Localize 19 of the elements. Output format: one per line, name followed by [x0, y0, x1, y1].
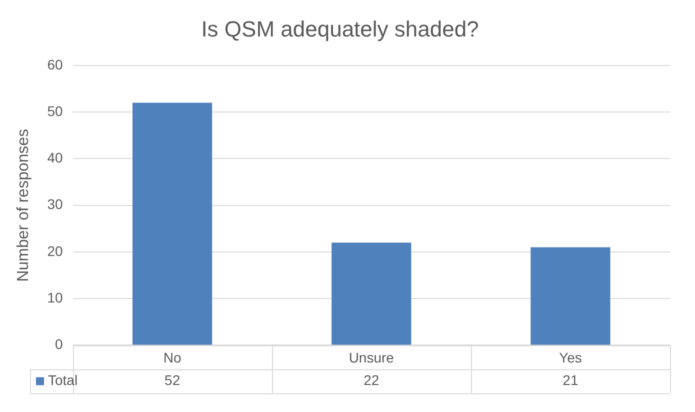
y-tick-label: 50 [47, 102, 63, 119]
x-tick-label: No [163, 349, 182, 366]
x-tick-label: Yes [559, 349, 582, 366]
y-axis-title: Number of responses [15, 128, 32, 282]
bar [332, 242, 412, 345]
bar [530, 247, 610, 345]
y-tick-label: 60 [47, 56, 63, 72]
y-tick-label: 0 [54, 336, 63, 352]
chart-title: Is QSM adequately shaded? [201, 16, 479, 42]
y-tick-label: 10 [47, 289, 63, 306]
data-label: 52 [164, 372, 180, 388]
legend-label: Total [48, 372, 78, 388]
y-tick-label: 30 [47, 196, 63, 212]
y-tick-label: 40 [47, 150, 63, 166]
bar [132, 102, 212, 345]
data-label: 21 [562, 372, 578, 388]
y-tick-label: 20 [47, 242, 63, 259]
x-tick-label: Unsure [348, 349, 394, 366]
data-label: 22 [364, 372, 380, 388]
